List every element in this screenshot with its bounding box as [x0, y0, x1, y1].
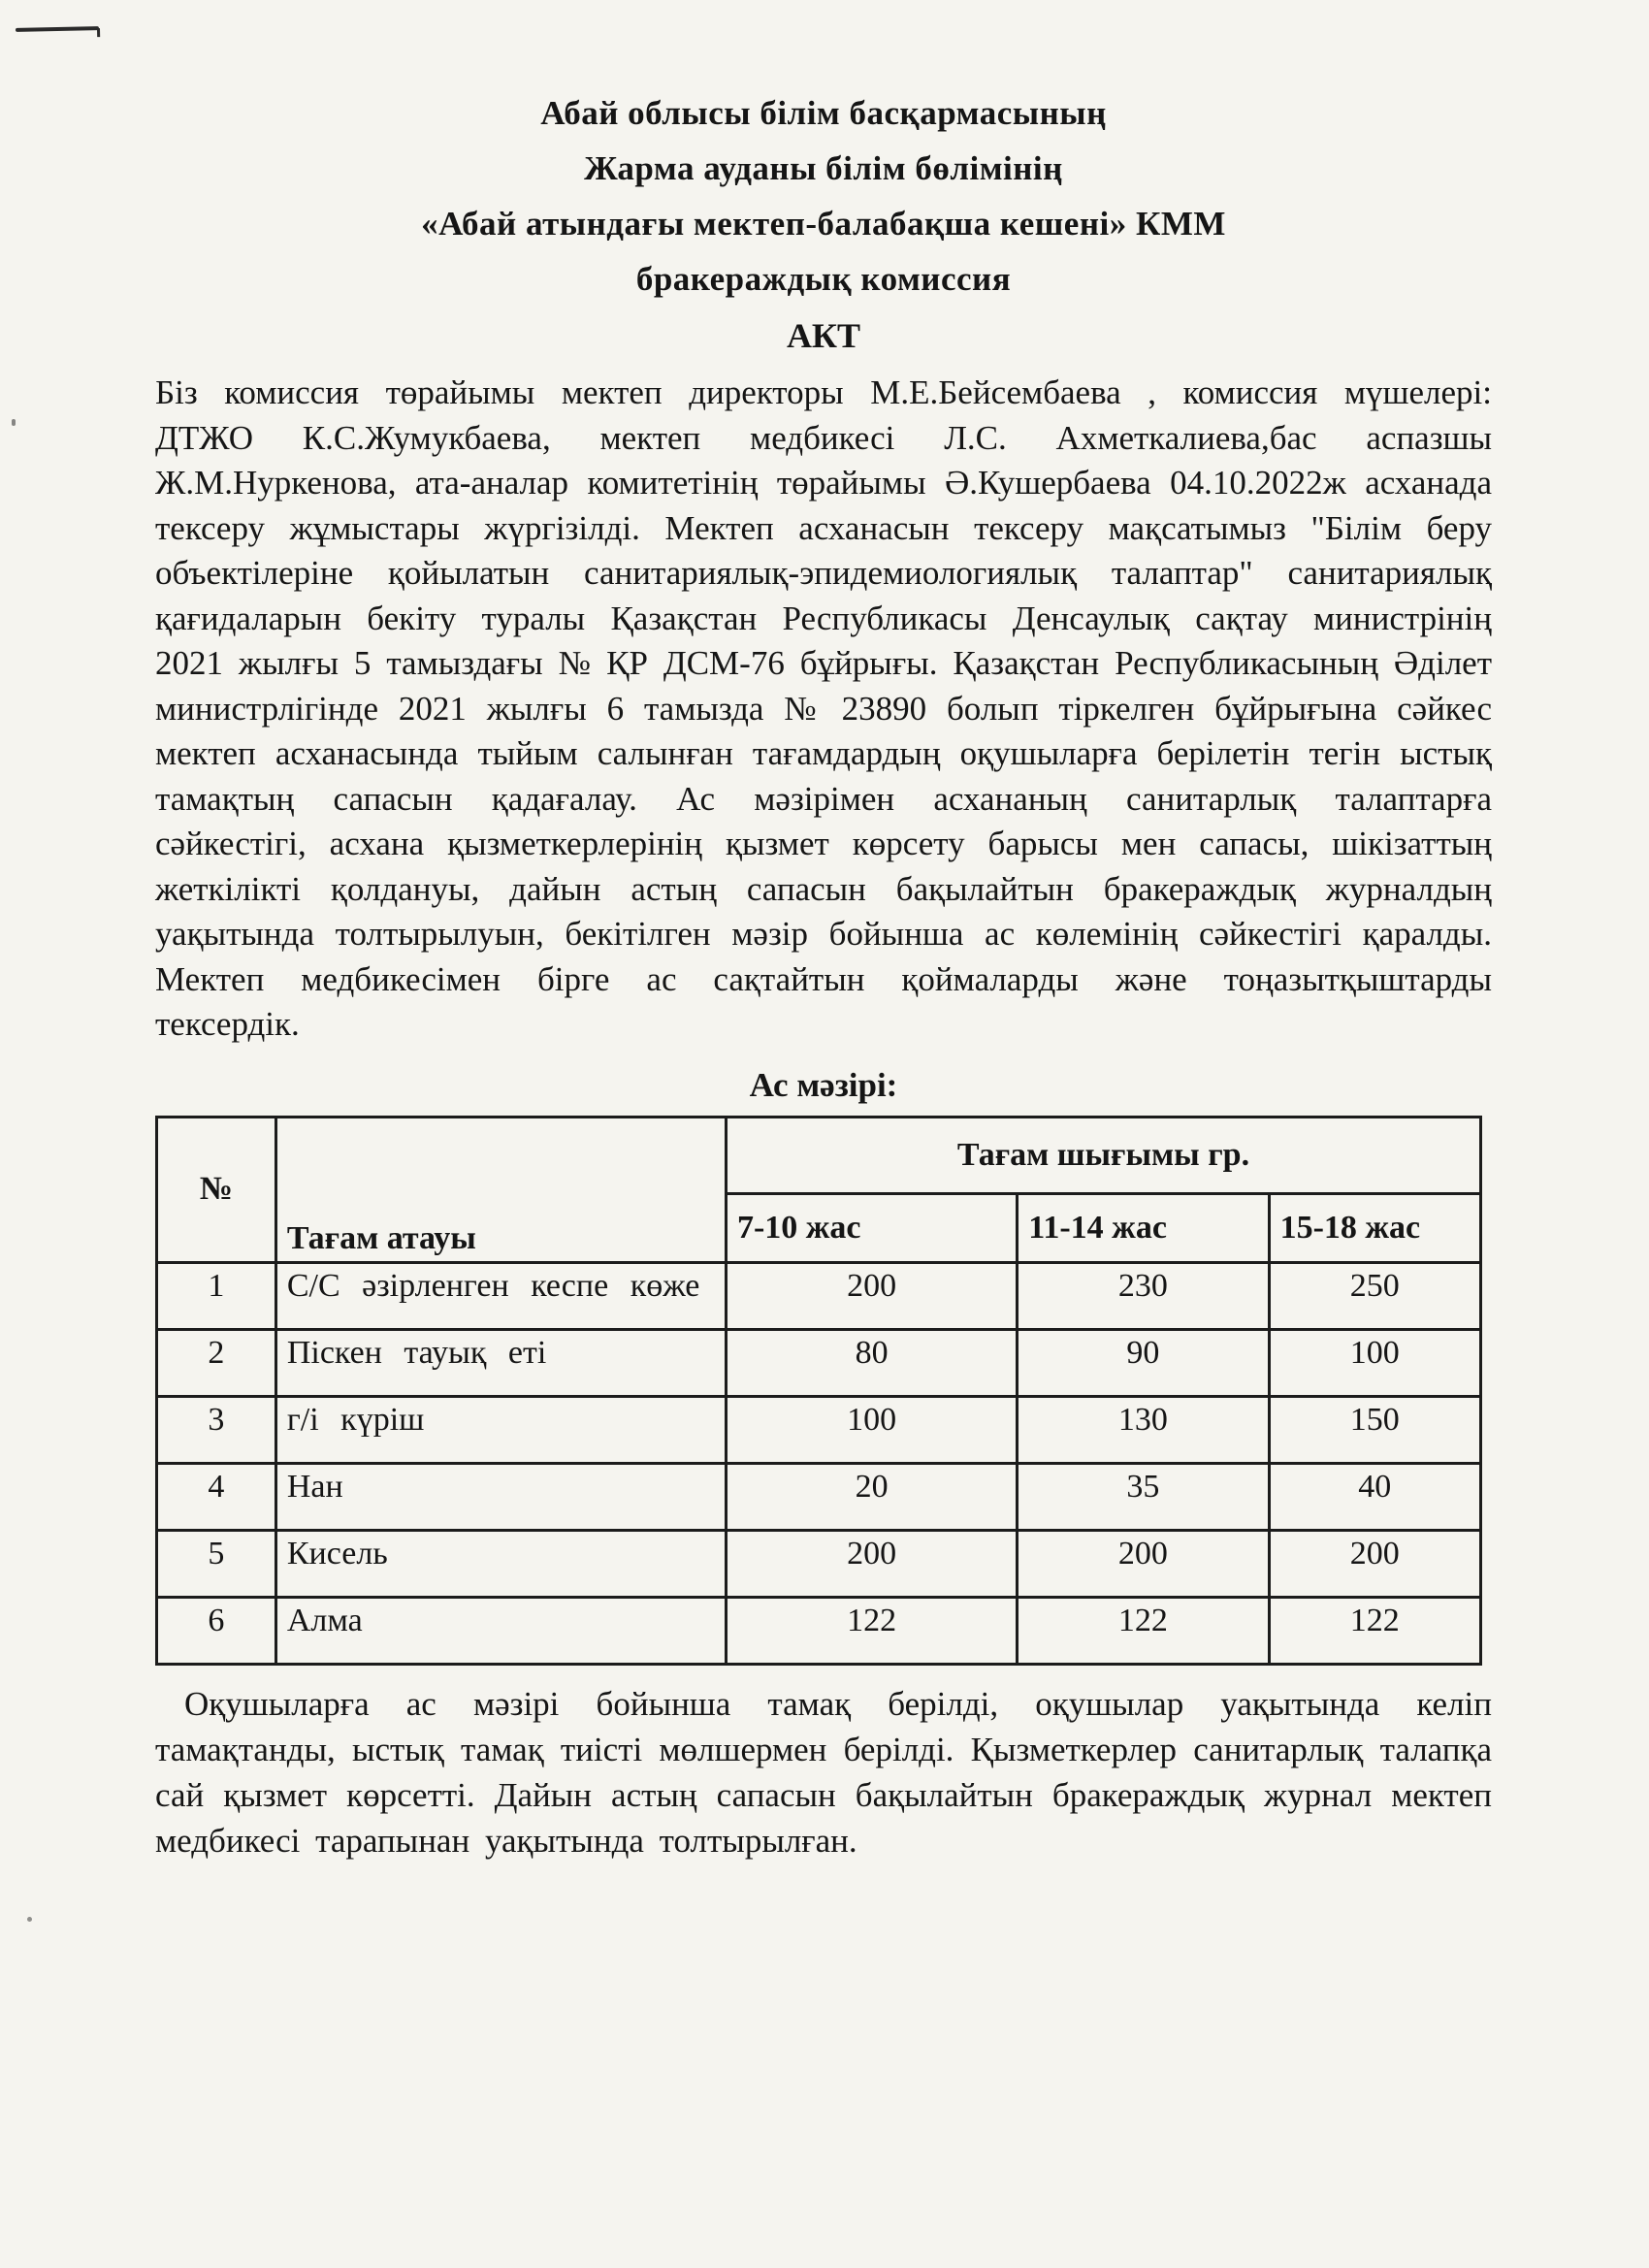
value-11-14: 230 — [1016, 1260, 1271, 1331]
header-line-commission: бракераждық комиссия — [635, 260, 1012, 298]
dish-name: г/і күріш — [274, 1394, 728, 1465]
col-header-dish: Тағам атауы — [274, 1115, 728, 1264]
header-line-org: Абай облысы білім басқармасының — [540, 94, 1107, 132]
value-11-14: 122 — [1016, 1595, 1271, 1666]
row-number: 2 — [155, 1327, 277, 1398]
header-row-1: № Тағам атауы Тағам шығымы гр. — [155, 1115, 1483, 1264]
dish-name: Алма — [274, 1595, 728, 1666]
value-15-18: 100 — [1267, 1327, 1483, 1398]
value-15-18: 150 — [1267, 1394, 1483, 1465]
value-15-18: 40 — [1267, 1461, 1483, 1532]
dish-name: Піскен тауық еті — [274, 1327, 728, 1398]
col-header-age-15-18: 15-18 жас — [1267, 1191, 1483, 1264]
table-row: 2 Піскен тауық еті 80 90 100 — [155, 1327, 1483, 1398]
table-row: 5 Кисель 200 200 200 — [155, 1528, 1483, 1599]
body-paragraph: Біз комиссия төрайымы мектеп директоры М… — [155, 373, 1492, 1043]
value-15-18: 200 — [1267, 1528, 1483, 1599]
document-page: Абай облысы білім басқармасының Жарма ау… — [155, 85, 1492, 1863]
value-7-10: 100 — [724, 1394, 1019, 1465]
table-row: 3 г/і күріш 100 130 150 — [155, 1394, 1483, 1465]
col-header-number: № — [155, 1115, 277, 1264]
value-15-18: 250 — [1267, 1260, 1483, 1331]
scan-speck — [27, 1917, 32, 1922]
value-11-14: 200 — [1016, 1528, 1271, 1599]
value-7-10: 20 — [724, 1461, 1019, 1532]
scan-pen-artifact — [15, 26, 100, 32]
dish-name: С/С әзірленген кеспе көже — [274, 1260, 728, 1331]
value-7-10: 80 — [724, 1327, 1019, 1398]
dish-name: Кисель — [274, 1528, 728, 1599]
value-7-10: 200 — [724, 1528, 1019, 1599]
header-row-2: 7-10 жас 11-14 жас 15-18 жас — [157, 1191, 1483, 1264]
menu-table-body: 1 С/С әзірленген кеспе көже 200 230 250 … — [155, 1260, 1483, 1666]
menu-table-head: № Тағам атауы Тағам шығымы гр. 7-10 жас … — [155, 1115, 1483, 1264]
col-header-output-group: Тағам шығымы гр. — [724, 1115, 1483, 1195]
value-15-18: 122 — [1267, 1595, 1483, 1666]
table-row: 4 Нан 20 35 40 — [155, 1461, 1483, 1532]
closing-paragraph: Оқушыларға ас мәзірі бойынша тамақ беріл… — [155, 1684, 1492, 1860]
menu-table-title: Ас мәзірі: — [749, 1065, 898, 1104]
row-number: 1 — [155, 1260, 277, 1331]
value-7-10: 200 — [724, 1260, 1019, 1331]
row-number: 4 — [155, 1461, 277, 1532]
value-11-14: 130 — [1016, 1394, 1271, 1465]
act-title: АКТ — [786, 316, 861, 355]
value-11-14: 90 — [1016, 1327, 1271, 1398]
scan-speck — [12, 419, 16, 426]
document-header: Абай облысы білім басқармасының Жарма ау… — [155, 85, 1492, 365]
table-row: 6 Алма 122 122 122 — [155, 1595, 1483, 1666]
dish-name: Нан — [274, 1461, 728, 1532]
value-11-14: 35 — [1016, 1461, 1271, 1532]
col-header-age-11-14: 11-14 жас — [1016, 1191, 1271, 1264]
header-line-school: «Абай атындағы мектеп-балабақша кешені» … — [421, 205, 1226, 243]
col-header-age-7-10: 7-10 жас — [724, 1191, 1019, 1264]
table-row: 1 С/С әзірленген кеспе көже 200 230 250 — [155, 1260, 1483, 1331]
menu-table: № Тағам атауы Тағам шығымы гр. 7-10 жас … — [155, 1115, 1483, 1666]
row-number: 5 — [155, 1528, 277, 1599]
header-line-district: Жарма ауданы білім бөлімінің — [584, 149, 1063, 187]
row-number: 3 — [155, 1394, 277, 1465]
row-number: 6 — [155, 1595, 277, 1666]
value-7-10: 122 — [724, 1595, 1019, 1666]
